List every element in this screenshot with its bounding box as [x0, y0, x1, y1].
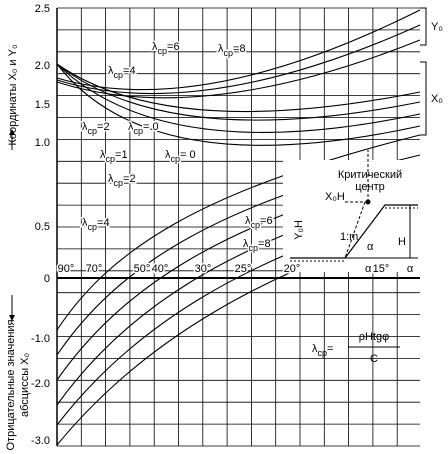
subscript: ср [88, 126, 98, 136]
angle-label: 90° [58, 263, 75, 275]
symbol: λ [243, 238, 249, 250]
symbol: λ [152, 41, 158, 53]
symbol: λ [312, 343, 318, 355]
value: =6 [167, 41, 180, 53]
y-tick-label: 1.5 [35, 99, 50, 111]
inset-angle: α [367, 241, 374, 253]
angle-label: 40° [152, 263, 169, 275]
subscript: ср [114, 70, 124, 80]
subscript: ср [158, 46, 168, 56]
subscript: ср [249, 243, 259, 253]
y-tick-label: -3.0 [31, 435, 50, 447]
symbol: λ [82, 121, 88, 133]
value: =4 [123, 65, 136, 77]
y-axis-title: абсциссы X₀ [19, 353, 31, 417]
value: = 0 [180, 149, 196, 161]
value: = 0 [143, 121, 159, 133]
subscript: ср [251, 220, 261, 230]
curve-label: λср=6 [152, 41, 180, 56]
subscript: ср [106, 154, 116, 164]
symbol: λ [100, 149, 106, 161]
formula: λср= [312, 343, 333, 358]
symbol: λ [218, 43, 224, 55]
curve-label: λср=1 [100, 149, 128, 164]
value: =6 [260, 215, 273, 227]
inset-y-label: Y₀H [293, 220, 305, 240]
value: =1 [115, 149, 128, 161]
bracket-label: X₀ [431, 93, 443, 105]
curve [56, 9, 421, 91]
inset-title: Критический [338, 169, 402, 181]
y-tick-label: -1.0 [31, 333, 50, 345]
brackets [420, 7, 427, 136]
subscript: ср [318, 348, 328, 358]
symbol: λ [165, 149, 171, 161]
numerator: ρHtgφ [359, 331, 390, 343]
symbol: λ [245, 215, 251, 227]
curve-label: λср=4 [108, 65, 136, 80]
center [365, 199, 371, 205]
curve [56, 63, 421, 121]
angle-label: 50° [134, 263, 151, 275]
denominator: C [370, 353, 378, 365]
y-tick-label: -2.0 [31, 378, 50, 390]
slope [290, 204, 418, 259]
curve-label: λср=4 [82, 217, 110, 232]
inset-angle-axis: α [365, 263, 372, 275]
subscript: ср [171, 154, 181, 164]
y-tick-label: 2.0 [35, 60, 50, 72]
curve-label: λср=6 [245, 215, 273, 230]
inset-slope: 1:m [340, 231, 358, 243]
curve-label: λср= 0 [165, 149, 196, 164]
curve-label: λср=8 [218, 43, 246, 58]
y-axis-title: Координаты X₀ и Y₀ [7, 44, 19, 145]
value: =4 [97, 217, 110, 229]
value: =2 [123, 173, 136, 185]
subscript: ср [224, 48, 234, 58]
curve-label: λср=8 [243, 238, 271, 253]
bracket-label: Y₀ [431, 21, 443, 33]
symbol: λ [82, 217, 88, 229]
angle-label: 70° [86, 263, 103, 275]
angle-label: 15° [373, 263, 390, 275]
y-tick-label: 2.5 [35, 3, 50, 15]
inset-x-label: X₀H [325, 191, 345, 203]
bracket [420, 61, 427, 136]
curve [56, 134, 421, 331]
curve-label: λср=2 [82, 121, 110, 136]
eq: = [327, 343, 333, 355]
y-tick-label: 1.0 [35, 137, 50, 149]
symbol: λ [108, 173, 114, 185]
curve [56, 63, 421, 133]
y-tick-label: 0.5 [35, 221, 50, 233]
subscript: ср [114, 178, 124, 188]
angle-label: 30° [195, 263, 212, 275]
symbol: λ [128, 121, 134, 133]
inset [283, 150, 420, 272]
angle-label: 25° [235, 263, 252, 275]
angle-label: 20° [284, 263, 301, 275]
dims [330, 205, 418, 259]
y-axis-title: Отрицательные значения [5, 319, 17, 450]
bracket [420, 7, 427, 46]
inset-height: H [398, 236, 406, 248]
curve-label: λср= 0 [128, 121, 159, 136]
curve [56, 63, 421, 113]
symbol: λ [108, 65, 114, 77]
inset-bg [283, 160, 420, 272]
subscript: ср [134, 126, 144, 136]
curve-label: λср=2 [108, 173, 136, 188]
value: =8 [233, 43, 246, 55]
value: =2 [97, 121, 110, 133]
value: =8 [258, 238, 271, 250]
ground-hatch [290, 207, 418, 262]
subscript: ср [88, 222, 98, 232]
inset-title: центр [355, 181, 385, 193]
curve [56, 63, 421, 146]
angle-label: α [407, 263, 414, 275]
curve [56, 39, 421, 99]
radius [344, 150, 369, 259]
y-tick-label: 0 [44, 273, 50, 285]
